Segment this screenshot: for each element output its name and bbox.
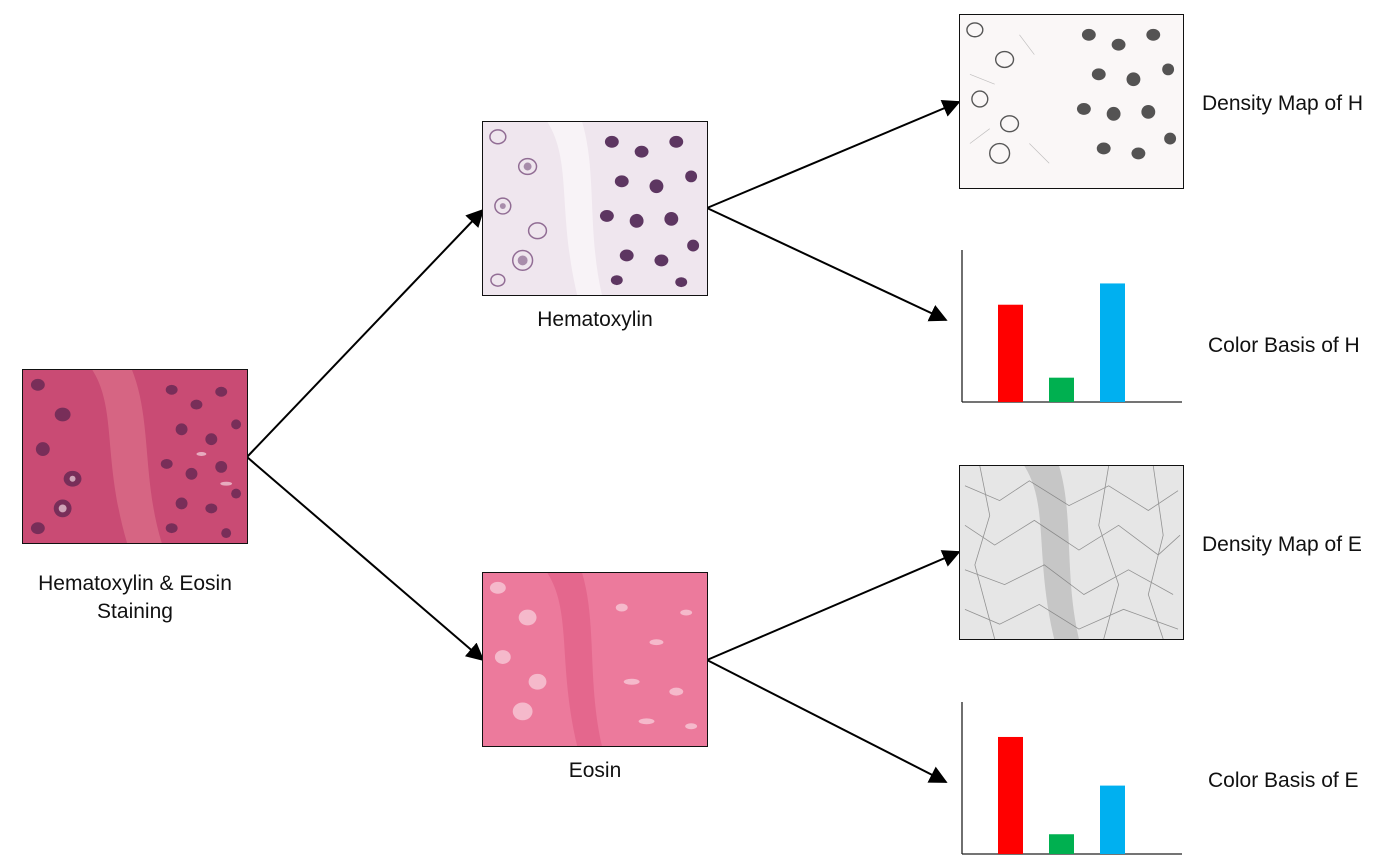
- density-map-h-image: [959, 14, 1184, 189]
- density-map-h-label: Density Map of H: [1202, 92, 1364, 115]
- arrow-he-to-eosin: [246, 456, 485, 662]
- eosin-image: [482, 572, 708, 747]
- color-basis-e-label: Color Basis of E: [1208, 769, 1359, 792]
- arrow-e-to-color: [706, 659, 948, 783]
- arrow-h-to-color: [706, 207, 948, 322]
- arrow-e-to-density: [706, 550, 961, 661]
- arrow-h-to-density: [706, 99, 961, 209]
- he-stain-label-line1: Hematoxylin & Eosin: [38, 572, 232, 595]
- he-stain-image: [22, 369, 248, 544]
- color-basis-h-green-bar: [1049, 377, 1074, 402]
- color-basis-h-chart: [960, 250, 1184, 404]
- he-stain-label-line2: Staining: [97, 600, 173, 623]
- density-map-e-image: [959, 465, 1184, 640]
- color-basis-e-green-bar: [1049, 834, 1074, 854]
- eosin-label: Eosin: [568, 759, 622, 782]
- color-basis-e-red-bar: [998, 736, 1023, 854]
- color-basis-h-red-bar: [998, 304, 1023, 402]
- color-basis-h-label: Color Basis of H: [1208, 334, 1360, 357]
- arrow-he-to-hematoxylin: [246, 208, 485, 458]
- hematoxylin-label: Hematoxylin: [537, 308, 653, 331]
- density-map-e-label: Density Map of E: [1202, 533, 1362, 556]
- color-basis-e-blue-bar: [1100, 785, 1125, 854]
- hematoxylin-image: [482, 121, 708, 296]
- color-basis-e-chart: [960, 702, 1184, 856]
- color-basis-h-blue-bar: [1100, 283, 1125, 402]
- he-stain-label: Hematoxylin & Eosin Staining: [10, 570, 260, 626]
